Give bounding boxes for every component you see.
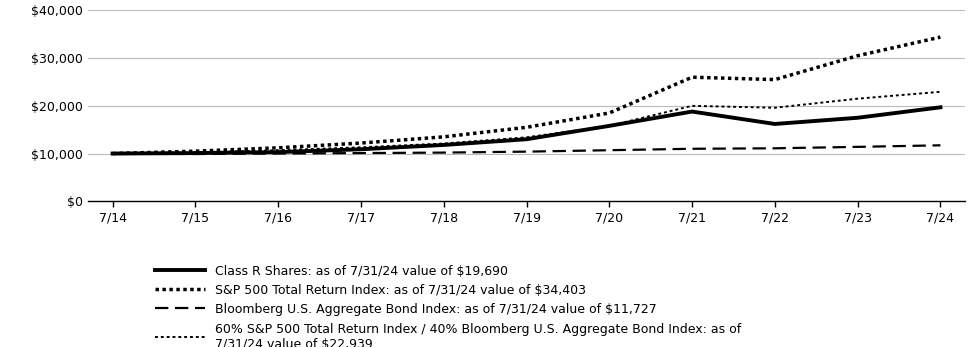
Legend: Class R Shares: as of 7/31/24 value of $19,690, S&P 500 Total Return Index: as o: Class R Shares: as of 7/31/24 value of $… [155, 265, 742, 347]
